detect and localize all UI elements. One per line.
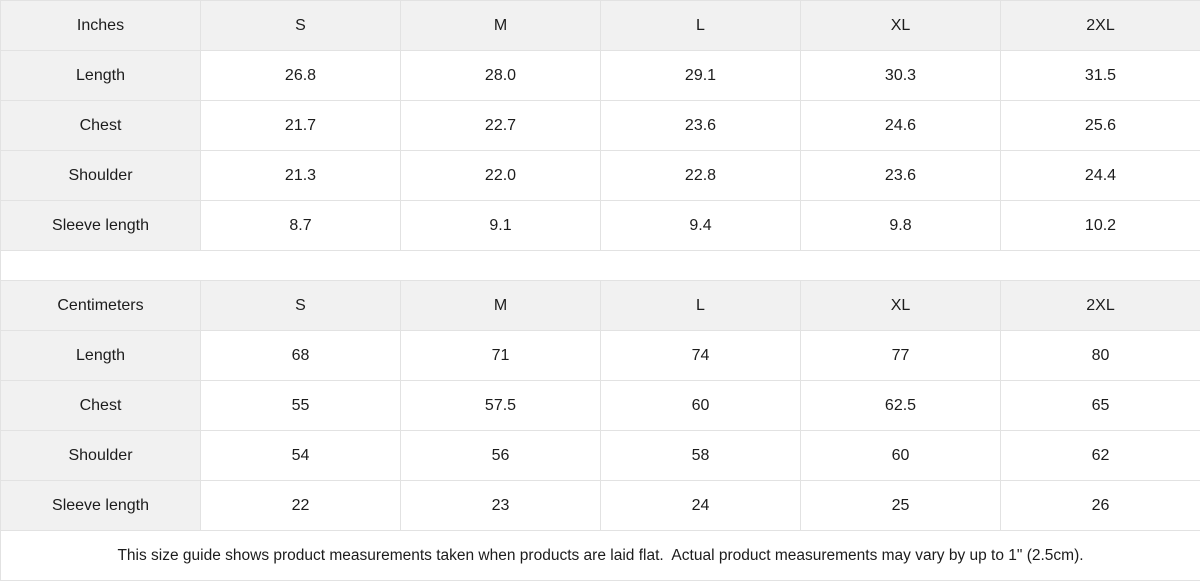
cell-inches-sleeve-l: 9.4 <box>601 201 801 251</box>
table-row: Chest 21.7 22.7 23.6 24.6 25.6 <box>1 101 1200 151</box>
cell-inches-length-l: 29.1 <box>601 51 801 101</box>
cell-cm-chest-m: 57.5 <box>401 381 601 431</box>
centimeters-header-row: Centimeters S M L XL 2XL <box>1 281 1200 331</box>
inches-size-header-l: L <box>601 1 801 51</box>
cell-cm-sleeve-s: 22 <box>201 481 401 531</box>
centimeters-size-header-l: L <box>601 281 801 331</box>
cell-cm-length-l: 74 <box>601 331 801 381</box>
cell-cm-shoulder-2xl: 62 <box>1001 431 1200 481</box>
cell-inches-chest-xl: 24.6 <box>801 101 1001 151</box>
cell-inches-chest-s: 21.7 <box>201 101 401 151</box>
row-label-chest: Chest <box>1 101 201 151</box>
inches-size-header-s: S <box>201 1 401 51</box>
footnote-row: This size guide shows product measuremen… <box>1 531 1200 581</box>
row-label-shoulder: Shoulder <box>1 151 201 201</box>
cell-inches-sleeve-xl: 9.8 <box>801 201 1001 251</box>
cell-cm-shoulder-xl: 60 <box>801 431 1001 481</box>
cell-inches-shoulder-l: 22.8 <box>601 151 801 201</box>
cell-inches-shoulder-s: 21.3 <box>201 151 401 201</box>
cell-inches-chest-l: 23.6 <box>601 101 801 151</box>
table-row: Shoulder 54 56 58 60 62 <box>1 431 1200 481</box>
cell-cm-chest-s: 55 <box>201 381 401 431</box>
cell-cm-sleeve-xl: 25 <box>801 481 1001 531</box>
row-label-chest: Chest <box>1 381 201 431</box>
row-label-sleeve-length: Sleeve length <box>1 481 201 531</box>
cell-inches-sleeve-s: 8.7 <box>201 201 401 251</box>
cell-inches-length-m: 28.0 <box>401 51 601 101</box>
cell-inches-length-s: 26.8 <box>201 51 401 101</box>
inches-size-header-2xl: 2XL <box>1001 1 1200 51</box>
cell-inches-shoulder-2xl: 24.4 <box>1001 151 1200 201</box>
cell-cm-sleeve-m: 23 <box>401 481 601 531</box>
inches-size-header-xl: XL <box>801 1 1001 51</box>
row-label-length: Length <box>1 331 201 381</box>
size-guide-footnote: This size guide shows product measuremen… <box>1 531 1200 581</box>
table-row: Length 26.8 28.0 29.1 30.3 31.5 <box>1 51 1200 101</box>
table-row: Chest 55 57.5 60 62.5 65 <box>1 381 1200 431</box>
cell-inches-length-2xl: 31.5 <box>1001 51 1200 101</box>
table-row: Shoulder 21.3 22.0 22.8 23.6 24.4 <box>1 151 1200 201</box>
cell-inches-shoulder-xl: 23.6 <box>801 151 1001 201</box>
cell-cm-sleeve-2xl: 26 <box>1001 481 1200 531</box>
cell-cm-length-s: 68 <box>201 331 401 381</box>
cell-cm-shoulder-s: 54 <box>201 431 401 481</box>
table-row: Length 68 71 74 77 80 <box>1 331 1200 381</box>
row-label-sleeve-length: Sleeve length <box>1 201 201 251</box>
cell-inches-length-xl: 30.3 <box>801 51 1001 101</box>
inches-size-header-m: M <box>401 1 601 51</box>
row-label-shoulder: Shoulder <box>1 431 201 481</box>
cell-cm-chest-l: 60 <box>601 381 801 431</box>
centimeters-unit-label: Centimeters <box>1 281 201 331</box>
cell-inches-shoulder-m: 22.0 <box>401 151 601 201</box>
centimeters-size-header-xl: XL <box>801 281 1001 331</box>
table-spacer-row <box>1 251 1200 281</box>
table-row: Sleeve length 8.7 9.1 9.4 9.8 10.2 <box>1 201 1200 251</box>
cell-cm-length-2xl: 80 <box>1001 331 1200 381</box>
cell-inches-chest-m: 22.7 <box>401 101 601 151</box>
cell-inches-chest-2xl: 25.6 <box>1001 101 1200 151</box>
cell-cm-shoulder-l: 58 <box>601 431 801 481</box>
cell-cm-chest-2xl: 65 <box>1001 381 1200 431</box>
cell-cm-sleeve-l: 24 <box>601 481 801 531</box>
row-label-length: Length <box>1 51 201 101</box>
table-spacer-cell <box>1 251 1200 281</box>
cell-cm-length-xl: 77 <box>801 331 1001 381</box>
centimeters-size-header-2xl: 2XL <box>1001 281 1200 331</box>
cell-cm-shoulder-m: 56 <box>401 431 601 481</box>
cell-inches-sleeve-m: 9.1 <box>401 201 601 251</box>
cell-cm-chest-xl: 62.5 <box>801 381 1001 431</box>
table-row: Sleeve length 22 23 24 25 26 <box>1 481 1200 531</box>
centimeters-size-header-m: M <box>401 281 601 331</box>
inches-unit-label: Inches <box>1 1 201 51</box>
inches-header-row: Inches S M L XL 2XL <box>1 1 1200 51</box>
centimeters-size-header-s: S <box>201 281 401 331</box>
cell-inches-sleeve-2xl: 10.2 <box>1001 201 1200 251</box>
cell-cm-length-m: 71 <box>401 331 601 381</box>
